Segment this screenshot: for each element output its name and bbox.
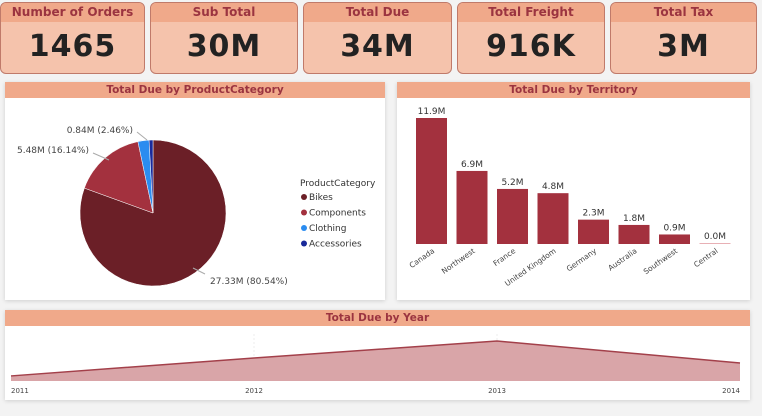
x-tick-label: Australia bbox=[606, 246, 638, 272]
kpi-value: 916K bbox=[486, 29, 576, 64]
bar[interactable] bbox=[659, 234, 690, 244]
area-line[interactable] bbox=[10, 340, 741, 377]
kpi-value: 34M bbox=[340, 29, 415, 64]
bar[interactable] bbox=[497, 188, 528, 244]
x-tick-label: 2011 bbox=[11, 387, 29, 395]
legend-item[interactable]: Clothing bbox=[309, 224, 346, 234]
kpi-card: Sub Total 30M bbox=[150, 2, 298, 74]
bar-data-label: 4.8M bbox=[542, 182, 564, 192]
x-tick-label: Canada bbox=[408, 246, 437, 270]
territory-title: Total Due by Territory bbox=[397, 82, 750, 98]
pie-data-label: 27.33M (80.54%) bbox=[210, 277, 288, 287]
x-tick-label: Northwest bbox=[440, 246, 477, 276]
year-panel: Total Due by Year 2011 2012 2013 2014 bbox=[5, 310, 750, 400]
bar-data-label: 2.3M bbox=[582, 209, 604, 219]
x-tick-label: France bbox=[492, 246, 518, 268]
x-tick-label: Southwest bbox=[642, 246, 679, 276]
pie-chart: 27.33M (80.54%) 5.48M (16.14%) 0.84M (2.46… bbox=[17, 126, 376, 287]
legend-marker bbox=[301, 194, 307, 200]
x-tick-label: 2012 bbox=[245, 387, 263, 395]
legend-marker bbox=[301, 225, 307, 231]
kpi-label: Total Due bbox=[304, 3, 451, 22]
legend-marker bbox=[301, 209, 307, 216]
pie-title: Total Due by ProductCategory bbox=[5, 82, 385, 98]
territory-bar-chart: 11.9MCanada6.9MNorthwest5.2MFrance4.8MUn… bbox=[408, 107, 731, 288]
bar-data-label: 0.9M bbox=[663, 223, 685, 233]
bar-data-label: 5.2M bbox=[501, 178, 523, 188]
legend-item[interactable]: Bikes bbox=[309, 193, 333, 203]
bar[interactable] bbox=[618, 224, 650, 244]
bar[interactable] bbox=[578, 219, 609, 244]
pie-panel: Total Due by ProductCategory 27.33M (80.… bbox=[5, 82, 385, 300]
bar[interactable] bbox=[416, 118, 447, 244]
x-tick-label: Central bbox=[692, 246, 720, 269]
x-tick-label: 2014 bbox=[722, 387, 740, 395]
territory-panel: Total Due by Territory 11.9M Canada 6.9M No… bbox=[397, 82, 750, 300]
bar-data-label: 1.8M bbox=[623, 214, 645, 224]
kpi-card: Total Due 34M bbox=[303, 2, 452, 74]
legend-item[interactable]: Components bbox=[309, 209, 366, 219]
kpi-label: Total Tax bbox=[611, 3, 756, 22]
kpi-value: 1465 bbox=[28, 29, 117, 64]
bar[interactable] bbox=[537, 193, 569, 244]
bar-data-label: 0.0M bbox=[704, 232, 726, 242]
legend-marker bbox=[301, 240, 307, 247]
year-title: Total Due by Year bbox=[5, 310, 750, 326]
year-area-chart: 2011 2012 2013 2014 bbox=[10, 334, 741, 395]
pie-slice-accessories[interactable] bbox=[148, 139, 154, 214]
leader-line bbox=[136, 131, 148, 141]
kpi-label: Number of Orders bbox=[1, 3, 144, 22]
kpi-card: Total Freight 916K bbox=[457, 2, 605, 74]
bar-data-label: 11.9M bbox=[418, 107, 446, 117]
kpi-card: Number of Orders 1465 bbox=[0, 2, 145, 74]
leader-line bbox=[92, 152, 110, 161]
x-tick-label: 2013 bbox=[488, 387, 506, 395]
bar[interactable] bbox=[699, 243, 731, 244]
kpi-value: 3M bbox=[657, 29, 710, 64]
pie-data-label: 0.84M (2.46%) bbox=[67, 126, 133, 136]
kpi-card: Total Tax 3M bbox=[610, 2, 757, 74]
legend-title: ProductCategory bbox=[300, 179, 376, 189]
kpi-label: Sub Total bbox=[151, 3, 297, 22]
pie-data-label: 5.48M (16.14%) bbox=[17, 146, 89, 156]
leader-line bbox=[192, 267, 206, 275]
x-tick-label: Germany bbox=[565, 246, 599, 273]
area-fill bbox=[11, 341, 740, 381]
kpi-value: 30M bbox=[186, 29, 262, 64]
legend-item[interactable]: Accessories bbox=[309, 240, 362, 250]
kpi-label: Total Freight bbox=[458, 3, 604, 22]
bar[interactable] bbox=[456, 170, 488, 244]
bar-data-label: 6.9M bbox=[461, 160, 483, 170]
